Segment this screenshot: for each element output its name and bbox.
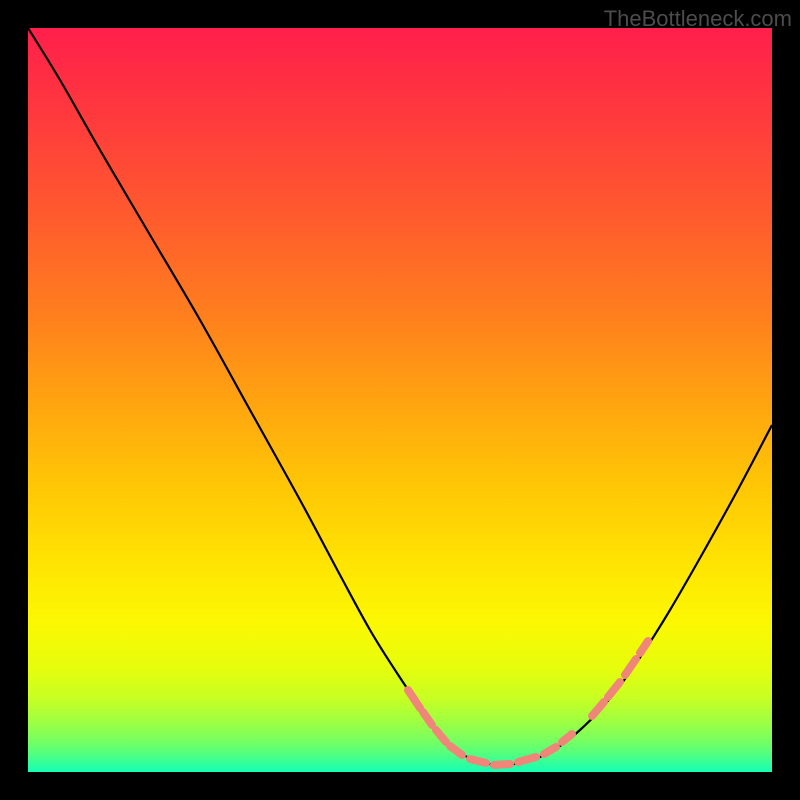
highlight-marker	[625, 659, 636, 675]
highlight-marker	[494, 764, 510, 765]
highlight-marker	[640, 641, 648, 653]
highlight-marker	[408, 690, 420, 708]
highlight-marker	[470, 759, 486, 763]
plot-area	[28, 28, 772, 772]
chart-container: TheBottleneck.com	[0, 0, 800, 800]
highlight-marker	[518, 757, 536, 762]
highlight-marker	[450, 746, 462, 755]
highlight-marker	[436, 730, 446, 742]
highlight-marker	[562, 734, 572, 742]
highlight-marker	[592, 702, 604, 716]
highlight-marker	[544, 747, 556, 754]
watermark-text: TheBottleneck.com	[604, 6, 792, 32]
chart-svg	[28, 28, 772, 772]
highlight-marker	[423, 712, 432, 725]
bottleneck-curve	[28, 28, 772, 765]
highlight-marker	[608, 682, 620, 697]
highlight-markers	[408, 641, 648, 765]
